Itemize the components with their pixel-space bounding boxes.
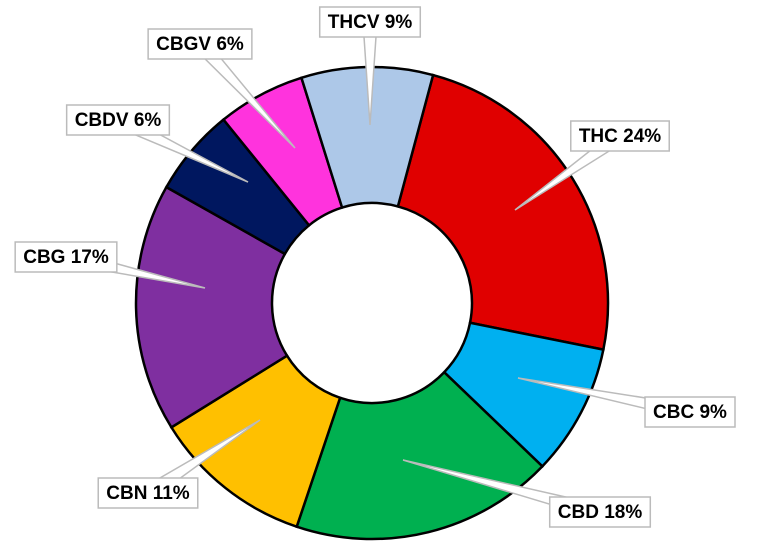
- donut-slice: [396, 73, 610, 352]
- slice-label: CBG 17%: [23, 247, 109, 268]
- slice-label: CBC 9%: [653, 402, 727, 423]
- label-box: [644, 396, 736, 428]
- slice-label: THC 24%: [579, 126, 661, 147]
- donut-slice: [134, 185, 289, 430]
- label-box: [97, 477, 199, 509]
- label-box: [570, 120, 670, 152]
- label-box: [65, 104, 171, 136]
- slice-label: CBDV 6%: [75, 110, 162, 131]
- label-box: [318, 6, 422, 38]
- label-box: [147, 28, 253, 60]
- slice-label: CBGV 6%: [156, 34, 244, 55]
- slice-label: CBD 18%: [558, 502, 643, 523]
- donut-slice: [299, 65, 435, 210]
- slice-label: THCV 9%: [328, 12, 413, 33]
- donut-slice: [295, 370, 545, 541]
- label-box: [14, 241, 118, 273]
- label-box: [548, 496, 652, 528]
- slice-label: CBN 11%: [106, 483, 190, 504]
